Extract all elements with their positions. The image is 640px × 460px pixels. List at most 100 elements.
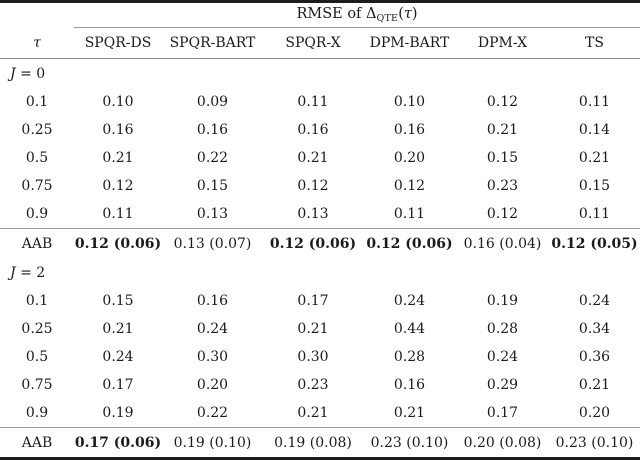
rmse-value: 0.28 xyxy=(486,321,519,337)
tau-value: 0.75 xyxy=(21,178,53,194)
rmse-value: 0.21 xyxy=(578,377,611,393)
section-label: J = 2 xyxy=(10,264,46,281)
aab-value: 0.12 (0.06) xyxy=(74,228,162,258)
aab-value: 0.23 (0.10) xyxy=(549,427,640,459)
section-label: J = 0 xyxy=(10,65,46,82)
section-label-row: J = 0 xyxy=(0,59,640,89)
aab-value: 0.19 (0.08) xyxy=(263,427,363,459)
title-subscript: QTE xyxy=(376,13,399,24)
column-header-spqr-bart: SPQR-BART xyxy=(162,27,263,59)
rmse-value: 0.21 xyxy=(102,321,134,337)
tau-value: 0.25 xyxy=(21,321,53,337)
aab-summary-row: AAB 0.12 (0.06) 0.13 (0.07) 0.12 (0.06) 0.12… xyxy=(0,228,640,258)
aab-label: AAB xyxy=(0,427,74,459)
rmse-value: 0.12 xyxy=(486,206,519,222)
rmse-value: 0.11 xyxy=(393,206,426,222)
tau-value: 0.75 xyxy=(21,377,53,393)
tau-value: 0.9 xyxy=(25,405,49,421)
aab-value: 0.19 (0.10) xyxy=(162,427,263,459)
rmse-value: 0.29 xyxy=(486,377,519,393)
rmse-value: 0.28 xyxy=(393,349,426,365)
rmse-value: 0.15 xyxy=(102,293,134,309)
tau-symbol: τ xyxy=(403,6,412,22)
rmse-value: 0.24 xyxy=(196,321,229,337)
column-header-spqr-ds: SPQR-DS xyxy=(74,27,162,59)
tau-value: 0.5 xyxy=(25,349,49,365)
rmse-value: 0.10 xyxy=(393,94,426,110)
rmse-value: 0.36 xyxy=(578,349,611,365)
aab-value: 0.12 (0.06) xyxy=(263,228,363,258)
rmse-value: 0.11 xyxy=(102,206,134,222)
rmse-value: 0.20 xyxy=(196,377,229,393)
rmse-value: 0.21 xyxy=(486,122,519,138)
rmse-value: 0.30 xyxy=(196,349,229,365)
rmse-value: 0.16 xyxy=(393,377,426,393)
hat-accent: ˆ xyxy=(366,0,376,11)
tau-value: 0.9 xyxy=(25,206,49,222)
rmse-value: 0.09 xyxy=(196,94,229,110)
rmse-value: 0.22 xyxy=(196,405,229,421)
table-row: 0.9 0.11 0.13 0.13 0.11 0.12 0.11 xyxy=(0,200,640,229)
table-row: 0.25 0.21 0.24 0.21 0.44 0.28 0.34 xyxy=(0,315,640,343)
rmse-value: 0.44 xyxy=(393,321,426,337)
aab-value: 0.12 (0.05) xyxy=(549,228,640,258)
table-body: J = 0 0.1 0.10 0.09 0.11 0.10 0.12 0.11 0.25 0.16… xyxy=(0,59,640,459)
column-header-ts: TS xyxy=(549,27,640,59)
rmse-value: 0.24 xyxy=(578,293,611,309)
aab-value: 0.23 (0.10) xyxy=(363,427,456,459)
rmse-value: 0.11 xyxy=(578,206,611,222)
rmse-value: 0.23 xyxy=(297,377,329,393)
column-header-dpm-bart: DPM-BART xyxy=(363,27,456,59)
rmse-value: 0.12 xyxy=(486,94,519,110)
rmse-value: 0.21 xyxy=(297,321,329,337)
rmse-value: 0.19 xyxy=(102,405,134,421)
tau-value: 0.1 xyxy=(25,94,49,110)
table-row: 0.5 0.21 0.22 0.21 0.20 0.15 0.21 xyxy=(0,144,640,172)
column-header-row: τ SPQR-DS SPQR-BART SPQR-X DPM-BART DPM-… xyxy=(0,27,640,59)
spanning-header-row: RMSE of ˆ ΔQTE(τ) xyxy=(0,0,640,28)
aab-value: 0.12 (0.06) xyxy=(363,228,456,258)
tau-value: 0.25 xyxy=(21,122,53,138)
rmse-value: 0.13 xyxy=(196,206,229,222)
title-prefix: RMSE of xyxy=(296,6,362,22)
aab-label: AAB xyxy=(0,228,74,258)
rmse-value: 0.24 xyxy=(486,349,519,365)
rmse-value: 0.16 xyxy=(196,293,229,309)
section-label-row: J = 2 xyxy=(0,258,640,287)
table-row: 0.1 0.10 0.09 0.11 0.10 0.12 0.11 xyxy=(0,88,640,116)
rmse-value: 0.17 xyxy=(486,405,519,421)
rmse-value: 0.15 xyxy=(196,178,229,194)
rmse-value: 0.12 xyxy=(102,178,134,194)
spanning-header-spacer xyxy=(0,2,74,28)
rmse-value: 0.17 xyxy=(297,293,329,309)
rmse-value: 0.13 xyxy=(297,206,329,222)
rmse-value: 0.21 xyxy=(393,405,426,421)
table-row: 0.9 0.19 0.22 0.21 0.21 0.17 0.20 xyxy=(0,399,640,428)
rmse-value: 0.21 xyxy=(578,150,611,166)
rmse-value: 0.17 xyxy=(102,377,134,393)
aab-value: 0.17 (0.06) xyxy=(74,427,162,459)
rmse-value: 0.34 xyxy=(578,321,611,337)
rmse-value: 0.21 xyxy=(102,150,134,166)
column-header-spqr-x: SPQR-X xyxy=(263,27,363,59)
rmse-value: 0.19 xyxy=(486,293,519,309)
table-row: 0.5 0.24 0.30 0.30 0.28 0.24 0.36 xyxy=(0,343,640,371)
rmse-value: 0.23 xyxy=(486,178,519,194)
rmse-value: 0.11 xyxy=(578,94,611,110)
rmse-value: 0.24 xyxy=(102,349,134,365)
rmse-value: 0.20 xyxy=(578,405,611,421)
table-row: 0.75 0.17 0.20 0.23 0.16 0.29 0.21 xyxy=(0,371,640,399)
rmse-value: 0.16 xyxy=(393,122,426,138)
table-row: 0.25 0.16 0.16 0.16 0.16 0.21 0.14 xyxy=(0,116,640,144)
rmse-value: 0.15 xyxy=(486,150,519,166)
aab-summary-row: AAB 0.17 (0.06) 0.19 (0.10) 0.19 (0.08) 0.23… xyxy=(0,427,640,459)
rmse-value: 0.15 xyxy=(578,178,611,194)
aab-value: 0.16 (0.04) xyxy=(456,228,549,258)
rmse-value: 0.21 xyxy=(297,150,329,166)
rmse-value: 0.24 xyxy=(393,293,426,309)
tau-value: 0.1 xyxy=(25,293,49,309)
tau-value: 0.5 xyxy=(25,150,49,166)
rmse-value: 0.16 xyxy=(102,122,134,138)
rmse-value: 0.20 xyxy=(393,150,426,166)
